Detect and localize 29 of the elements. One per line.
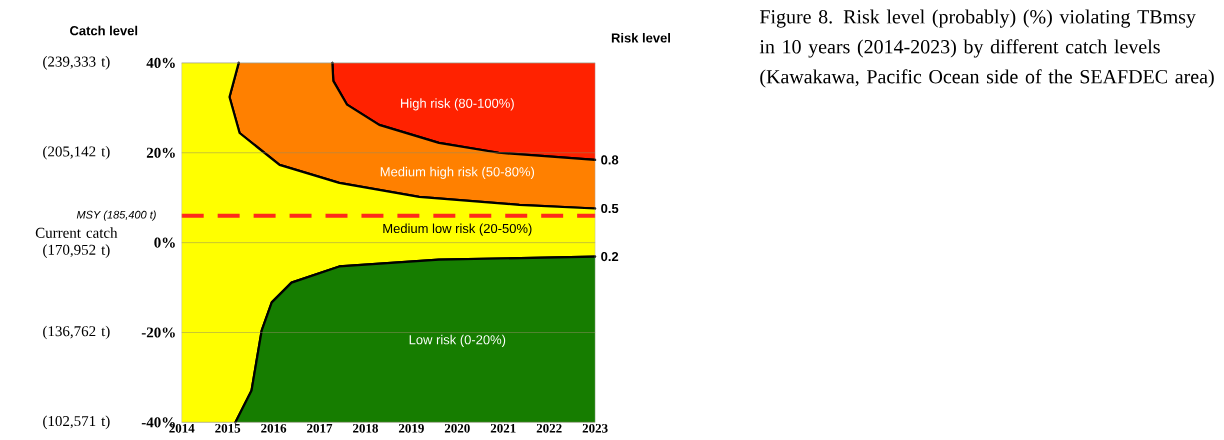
text: 0.2 [601, 251, 619, 261]
text: 0.8 [601, 155, 619, 165]
y-tick-label: (102,571 t) [43, 415, 110, 429]
x-tick-label: 2017 [307, 423, 333, 433]
ref-line-label: MSY (185,400 t) [76, 210, 156, 221]
y-tick-label: (136,762 t) [43, 325, 110, 340]
y-tick-label: (205,142 t) [43, 145, 110, 160]
series-label: High risk (80-100%) [401, 98, 514, 111]
x-tick-label: 2016 [261, 423, 287, 433]
text: Figure 8. Risk level (probably) (%) violating TBmsy in 10 years (2014-2023) by different catch levels (Kawakawa, Pacific Ocean side of the SEAFDEC area) [759, 9, 1214, 88]
series-label: Medium low risk (20-50%) [383, 223, 532, 236]
series-label: Low risk (0-20%) [409, 334, 506, 347]
series-label: Medium high risk (50-80%) [380, 166, 535, 179]
x-tick-label: 2020 [444, 423, 470, 433]
text: Risk level [611, 32, 670, 43]
y-tick-label: (239,333 t) [43, 55, 110, 70]
x-tick-label: 2015 [215, 423, 241, 433]
y-tick-label: Current catch (170,952 t) [35, 227, 118, 258]
y2-tick-label: 40% [146, 57, 175, 68]
x-tick-label: 2021 [490, 423, 516, 433]
y2-tick-label: 0% [154, 237, 175, 248]
x-tick-label: 2022 [536, 423, 562, 433]
y2-tick-label: -20% [141, 327, 175, 338]
x-tick-label: 2018 [353, 423, 378, 433]
x-tick-label: 2019 [398, 423, 424, 433]
text: 0.5 [601, 203, 619, 213]
y2-tick-label: 20% [146, 147, 175, 158]
y-axis-title: Catch level [70, 25, 138, 36]
x-tick-label: 2023 [582, 423, 608, 433]
